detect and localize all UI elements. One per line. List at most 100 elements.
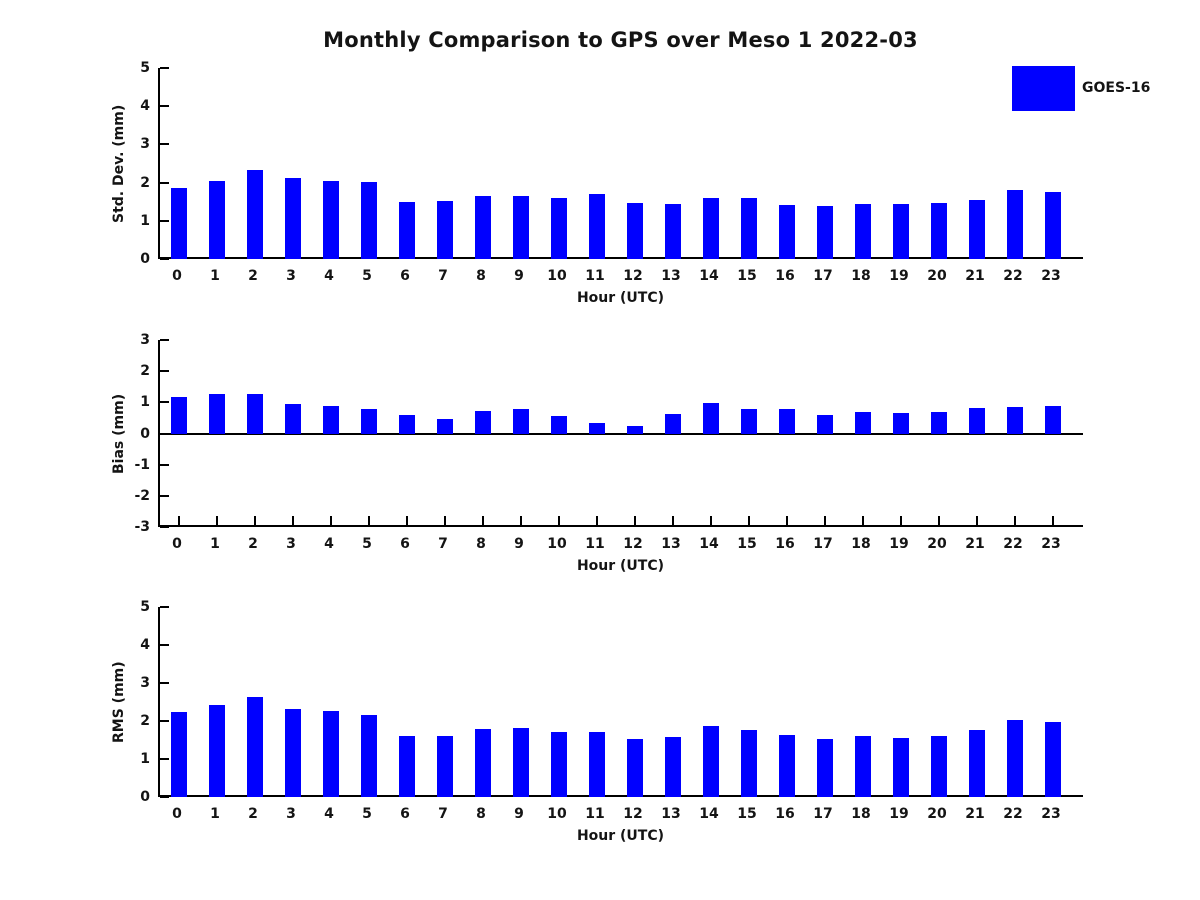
bar-hour-4 <box>323 711 339 797</box>
x-tick-label: 14 <box>699 268 719 284</box>
bar-hour-8 <box>475 410 491 434</box>
x-tick-label: 21 <box>965 536 985 552</box>
x-tick-label: 15 <box>737 806 757 822</box>
x-tick-mark <box>824 516 826 525</box>
x-tick-label: 10 <box>547 268 567 284</box>
bar-hour-6 <box>399 202 415 259</box>
x-tick-label: 18 <box>851 536 871 552</box>
bar-hour-22 <box>1007 190 1023 259</box>
x-tick-label: 11 <box>585 268 605 284</box>
y-tick-mark <box>160 105 169 108</box>
x-tick-label: 23 <box>1041 806 1061 822</box>
x-tick-label: 19 <box>889 536 909 552</box>
x-tick-label: 15 <box>737 268 757 284</box>
x-tick-mark <box>482 516 484 525</box>
bar-hour-16 <box>779 735 795 797</box>
bar-hour-4 <box>323 181 339 259</box>
x-tick-label: 8 <box>476 268 486 284</box>
bar-hour-8 <box>475 729 491 797</box>
y-tick-label: 4 <box>140 637 150 653</box>
y-tick-label: 0 <box>140 251 150 267</box>
x-tick-mark <box>330 516 332 525</box>
x-axis-label-bias: Hour (UTC) <box>576 558 665 574</box>
x-tick-label: 5 <box>362 536 372 552</box>
y-tick-label: 5 <box>140 599 150 615</box>
bar-hour-1 <box>209 393 225 434</box>
y-tick-label: 2 <box>140 363 150 380</box>
bar-hour-15 <box>741 730 757 797</box>
x-tick-mark <box>710 516 712 525</box>
y-tick-mark <box>160 143 169 146</box>
bar-hour-13 <box>665 737 681 797</box>
bar-hour-1 <box>209 705 225 797</box>
bar-hour-17 <box>817 206 833 259</box>
bar-hour-11 <box>589 732 605 797</box>
bar-hour-13 <box>665 413 681 434</box>
x-tick-label: 18 <box>851 268 871 284</box>
x-tick-label: 10 <box>547 806 567 822</box>
y-tick-label: 1 <box>140 394 150 411</box>
x-tick-label: 9 <box>514 536 524 552</box>
bar-hour-7 <box>437 418 453 434</box>
bar-hour-18 <box>855 204 871 259</box>
x-tick-label: 6 <box>400 536 410 552</box>
x-tick-mark <box>558 516 560 525</box>
bar-hour-9 <box>513 196 529 259</box>
bar-hour-14 <box>703 726 719 797</box>
x-tick-label: 16 <box>775 536 795 552</box>
x-tick-label: 17 <box>813 536 833 552</box>
y-tick-mark <box>160 463 169 466</box>
bar-hour-2 <box>247 393 263 434</box>
x-tick-label: 4 <box>324 268 334 284</box>
bar-hour-5 <box>361 182 377 259</box>
legend-label-goes16: GOES-16 <box>1082 80 1151 96</box>
y-tick-mark <box>160 494 169 497</box>
x-tick-label: 20 <box>927 268 947 284</box>
y-tick-mark <box>160 682 169 684</box>
bar-hour-3 <box>285 178 301 259</box>
x-tick-label: 22 <box>1003 536 1023 552</box>
bar-hour-22 <box>1007 406 1023 434</box>
x-tick-mark <box>406 516 408 525</box>
x-tick-label: 7 <box>438 806 448 822</box>
bar-hour-9 <box>513 728 529 797</box>
plot-area-bias <box>158 339 1083 528</box>
x-tick-label: 0 <box>172 268 182 284</box>
bar-hour-0 <box>171 712 187 797</box>
x-tick-label: 11 <box>585 536 605 552</box>
x-tick-label: 0 <box>172 536 182 552</box>
plot-area-rms <box>158 606 1083 798</box>
bar-hour-3 <box>285 709 301 797</box>
x-tick-mark <box>254 516 256 525</box>
y-tick-mark <box>160 258 169 260</box>
bar-hour-9 <box>513 408 529 434</box>
bar-hour-0 <box>171 396 187 434</box>
x-tick-mark <box>634 516 636 525</box>
bar-hour-18 <box>855 411 871 434</box>
x-tick-label: 20 <box>927 806 947 822</box>
x-tick-label: 8 <box>476 806 486 822</box>
y-tick-mark <box>160 370 169 373</box>
x-tick-mark <box>596 516 598 525</box>
x-tick-label: 9 <box>514 806 524 822</box>
x-tick-label: 1 <box>210 806 220 822</box>
bar-hour-18 <box>855 736 871 797</box>
x-tick-label: 18 <box>851 806 871 822</box>
y-tick-mark <box>160 644 169 646</box>
x-tick-mark <box>292 516 294 525</box>
bar-hour-2 <box>247 697 263 797</box>
x-tick-label: 2 <box>248 806 258 822</box>
x-tick-label: 2 <box>248 268 258 284</box>
x-tick-mark <box>520 516 522 525</box>
bar-hour-16 <box>779 408 795 434</box>
bar-hour-4 <box>323 405 339 434</box>
x-tick-label: 23 <box>1041 536 1061 552</box>
x-tick-mark <box>938 516 940 525</box>
x-tick-label: 17 <box>813 268 833 284</box>
y-tick-label: 1 <box>140 751 150 767</box>
y-tick-label: 2 <box>140 174 150 191</box>
bar-hour-7 <box>437 736 453 797</box>
bar-hour-10 <box>551 198 567 259</box>
x-tick-label: 15 <box>737 536 757 552</box>
